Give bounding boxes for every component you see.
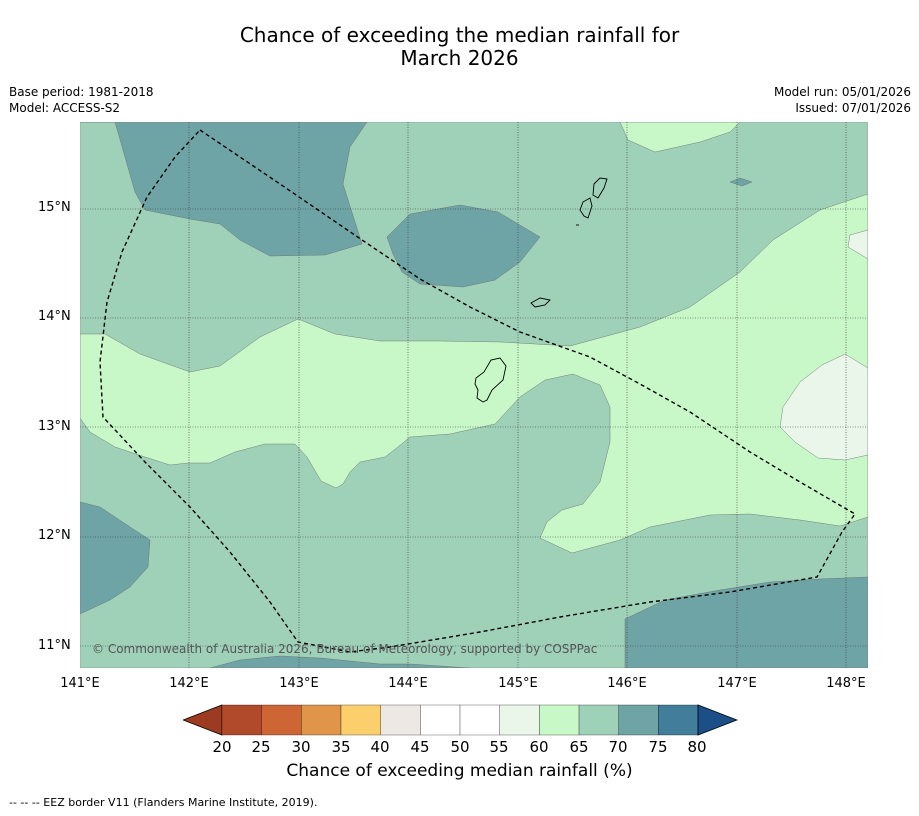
colorbar-tick: 65: [569, 738, 589, 756]
lon-tick: 143°E: [279, 676, 319, 691]
island-saipan: [592, 177, 608, 199]
lon-tick: 145°E: [498, 676, 538, 691]
colorbar-tick: 20: [212, 738, 232, 756]
colorbar-over-arrow: [697, 704, 738, 736]
lat-tick: 14°N: [38, 309, 71, 324]
gridlines: [80, 122, 868, 668]
lat-tick: 11°N: [38, 638, 71, 653]
colorbar-cell: [301, 704, 342, 736]
colorbar-tick: 75: [648, 738, 668, 756]
colorbar-cell: [578, 704, 619, 736]
colorbar-cell: [499, 704, 540, 736]
lon-tick: 146°E: [607, 676, 647, 691]
lon-tick: 142°E: [169, 676, 209, 691]
colorbar-cell: [380, 704, 421, 736]
title-line-2: March 2026: [400, 46, 519, 70]
region-70-75-pocket: [729, 177, 753, 187]
region-70-75-bottom: [209, 655, 471, 668]
colorbar-tick: 40: [370, 738, 390, 756]
colorbar-cell: [340, 704, 381, 736]
colorbar-tick: 25: [251, 738, 271, 756]
base-period: Base period: 1981-2018: [9, 85, 154, 99]
eez-footnote: -- -- -- EEZ border V11 (Flanders Marine…: [9, 796, 318, 809]
region-55-60-edge: [847, 229, 868, 260]
colorbar-cell: [261, 704, 302, 736]
colorbar-tick: 55: [489, 738, 509, 756]
lat-tick: 15°N: [38, 200, 71, 215]
copyright-text: © Commonwealth of Australia 2026, Bureau…: [92, 642, 597, 656]
title-line-1: Chance of exceeding the median rainfall …: [239, 23, 680, 47]
region-70-75-northwest: [80, 122, 368, 257]
colorbar: [183, 704, 738, 736]
lon-tick: 147°E: [717, 676, 757, 691]
colorbar-cell: [658, 704, 699, 736]
region-70-75-central: [386, 204, 541, 288]
island-guam: [474, 357, 507, 403]
map-plot: © Commonwealth of Australia 2026, Bureau…: [80, 122, 868, 668]
island-tinian: [579, 197, 593, 219]
region-60-65-band: [80, 193, 868, 554]
region-70-75-west: [80, 501, 151, 615]
lon-tick: 141°E: [60, 676, 100, 691]
lon-tick: 148°E: [826, 676, 866, 691]
colorbar-tick: 70: [608, 738, 628, 756]
colorbar-tick: 45: [410, 738, 430, 756]
colorbar-tick: 50: [450, 738, 470, 756]
issued-date: Issued: 07/01/2026: [795, 101, 911, 115]
model-run: Model run: 05/01/2026: [773, 85, 911, 99]
colorbar-label: Chance of exceeding median rainfall (%): [286, 761, 633, 781]
colorbar-tick: 60: [529, 738, 549, 756]
colorbar-tick: 35: [331, 738, 351, 756]
lat-tick: 13°N: [38, 419, 71, 434]
island-rota: [530, 297, 551, 308]
islands: [474, 177, 608, 403]
colorbar-tick: 30: [291, 738, 311, 756]
region-60-65-top: [619, 122, 741, 153]
colorbar-cell: [618, 704, 659, 736]
lon-tick: 144°E: [388, 676, 428, 691]
lat-tick: 12°N: [38, 528, 71, 543]
region-70-75-southeast: [624, 576, 868, 668]
colorbar-under-arrow: [183, 704, 223, 736]
colorbar-cell: [420, 704, 461, 736]
colorbar-cell: [459, 704, 500, 736]
model-name: Model: ACCESS-S2: [9, 101, 121, 115]
colorbar-cell: [221, 704, 262, 736]
colorbar-cell: [539, 704, 580, 736]
colorbar-tick: 80: [687, 738, 707, 756]
